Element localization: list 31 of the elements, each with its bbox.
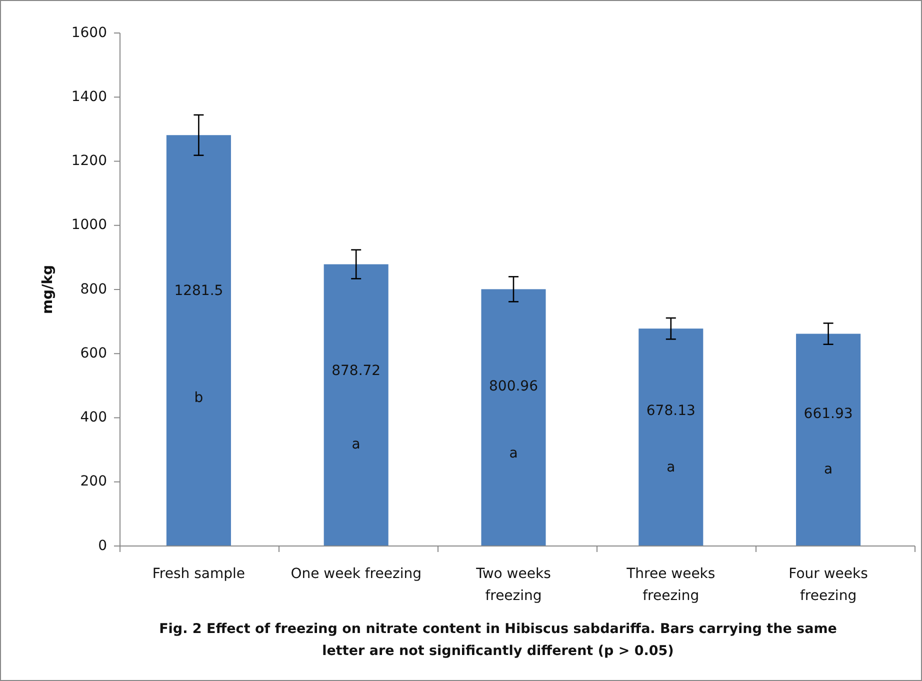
bar [166,135,231,546]
y-tick-label: 1400 [71,88,107,105]
y-tick-label: 0 [98,538,107,554]
x-tick-label: Fresh sample [152,566,246,582]
annotation: a [352,436,360,452]
data-label: 1281.5 [174,283,224,300]
data-label: 661.93 [804,406,853,422]
y-tick-label: 1200 [71,153,107,170]
data-label: 800.96 [489,378,538,395]
annotation: a [666,460,676,476]
bar [481,289,546,546]
bar [638,328,704,546]
y-tick-label: 800 [80,281,107,298]
y-tick-label: 200 [80,474,107,490]
y-tick-label: 600 [80,345,107,362]
y-tick-label: 400 [80,410,107,426]
x-tick-label: Four weeks freezing [788,566,868,604]
y-tick-label: 1000 [71,217,107,234]
y-tick-label: 1600 [71,24,107,41]
x-tick-label: One week freezing [290,566,422,582]
bar [324,264,388,546]
data-label: 678.13 [646,403,696,420]
y-axis-title: mg/kg [40,264,56,314]
x-tick-label: Two weeks freezing [475,566,551,604]
data-label: 878.72 [332,363,381,380]
caption: Fig. 2 Effect of freezing on nitrate content in Hibiscus sabdariffa. Bars carrying the same letter are not significantly different (p > 0.05) [159,621,837,659]
x-tick-label: Three weeks freezing [626,566,716,604]
annotation: a [824,461,833,478]
annotation: b [194,390,204,406]
annotation: a [509,445,518,462]
bar [796,334,861,546]
